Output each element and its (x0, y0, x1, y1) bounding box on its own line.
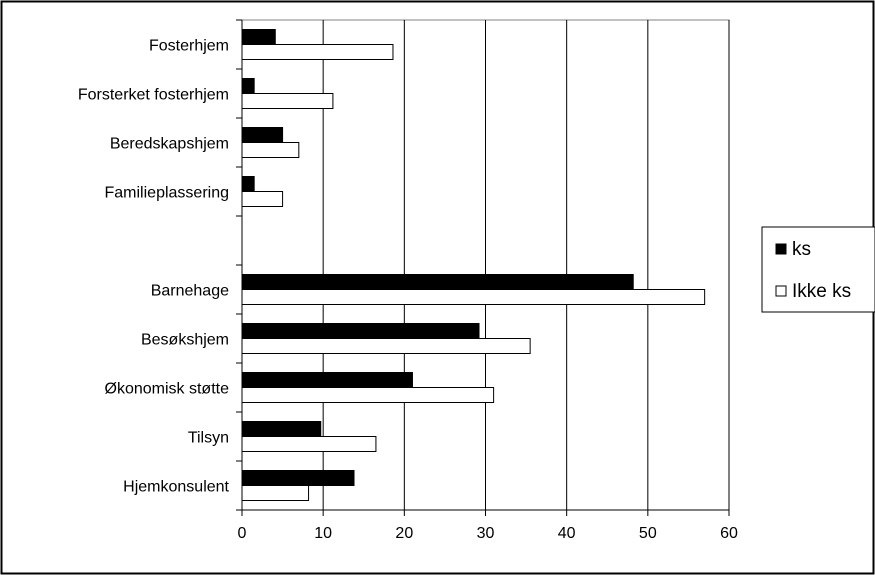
bar-ks-besokshjem (241, 323, 480, 339)
bar-ikke-ks-tilsyn (241, 436, 377, 452)
x-tick-labels: 0 10 20 30 40 50 60 (238, 525, 738, 542)
category-label-familieplassering: Familieplassering (105, 185, 230, 202)
bar-ks-familieplassering (241, 176, 255, 192)
category-label-okonomisk-stotte: Økonomisk støtte (105, 381, 230, 398)
bar-ks-hjemkonsulent (241, 470, 355, 486)
legend: ks Ikke ks (761, 226, 875, 313)
bar-ks-barnehage (241, 274, 634, 290)
bar-ikke-ks-fosterhjem (241, 44, 394, 60)
bar-ikke-ks-forsterket-fosterhjem (241, 93, 334, 109)
bar-ikke-ks-hjemkonsulent (241, 485, 310, 501)
category-labels: Fosterhjem Forsterket fosterhjem Beredskap… (78, 38, 230, 496)
bar-ks-beredskapshjem (241, 127, 284, 143)
axes (236, 19, 730, 516)
legend-label-ks: ks (792, 239, 811, 260)
x-tick-label: 10 (314, 525, 332, 542)
bar-ikke-ks-barnehage (241, 289, 706, 305)
bar-ks-okonomisk-stotte (241, 372, 413, 388)
legend-box (761, 226, 875, 313)
legend-swatch-ks (775, 243, 787, 255)
bar-ks-fosterhjem (241, 29, 276, 45)
category-label-forsterket-fosterhjem: Forsterket fosterhjem (78, 87, 229, 104)
bar-ikke-ks-familieplassering (241, 191, 284, 207)
x-tick-label: 0 (238, 525, 247, 542)
category-label-besokshjem: Besøkshjem (141, 332, 229, 349)
bar-ikke-ks-okonomisk-stotte (241, 387, 495, 403)
bar-ks-forsterket-fosterhjem (241, 78, 255, 94)
bars (241, 29, 706, 501)
category-label-beredskapshjem: Beredskapshjem (110, 136, 229, 153)
legend-label-ikke-ks: Ikke ks (792, 281, 851, 302)
x-tick-label: 20 (395, 525, 413, 542)
category-label-hjemkonsulent: Hjemkonsulent (123, 479, 229, 496)
x-tick-label: 50 (639, 525, 657, 542)
category-label-barnehage: Barnehage (151, 283, 229, 300)
bar-ks-tilsyn (241, 421, 322, 437)
category-label-tilsyn: Tilsyn (188, 430, 229, 447)
x-tick-label: 30 (477, 525, 495, 542)
category-label-fosterhjem: Fosterhjem (149, 38, 229, 55)
legend-swatch-ikke-ks (775, 285, 787, 297)
x-tick-label: 60 (720, 525, 738, 542)
x-tick-label: 40 (558, 525, 576, 542)
bar-ikke-ks-beredskapshjem (241, 142, 300, 158)
bar-ikke-ks-besokshjem (241, 338, 531, 354)
